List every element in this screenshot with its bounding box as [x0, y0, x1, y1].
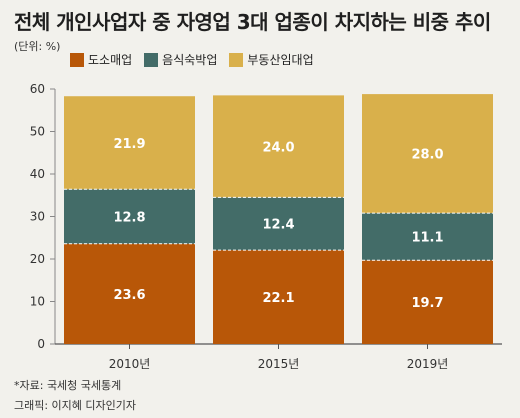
legend-label-realestate: 부동산임대업 — [247, 53, 314, 67]
legend-item-food: 음식숙박업 — [144, 51, 217, 68]
x-tick-label: 2010년 — [109, 357, 151, 371]
legend-swatch-realestate — [229, 52, 244, 67]
source-note: *자료: 국세청 국세통계 — [14, 379, 122, 392]
data-label: 23.6 — [113, 288, 145, 303]
bar-segment-retail — [64, 243, 195, 344]
legend-swatch-retail — [70, 52, 84, 67]
y-tick-label: 60 — [30, 82, 45, 96]
graphic-credit: 그래픽: 이지혜 디자인기자 — [14, 399, 137, 412]
legend-swatch-food — [144, 52, 159, 67]
y-tick-label: 50 — [30, 125, 45, 139]
x-tick-label: 2019년 — [407, 357, 449, 371]
y-tick-label: 0 — [37, 337, 45, 351]
y-tick-label: 10 — [30, 295, 45, 309]
y-tick-label: 40 — [30, 167, 45, 181]
legend-item-realestate: 부동산임대업 — [229, 51, 314, 68]
x-tick-label: 2015년 — [258, 357, 300, 371]
legend-item-retail: 도소매업 — [70, 51, 132, 68]
data-label: 24.0 — [262, 140, 294, 155]
data-label: 12.8 — [113, 211, 145, 226]
legend-label-retail: 도소매업 — [88, 53, 133, 67]
data-label: 11.1 — [411, 231, 443, 246]
bar-segment-retail — [213, 250, 344, 344]
data-label: 19.7 — [411, 296, 443, 311]
legend-label-food: 음식숙박업 — [162, 53, 218, 67]
data-label: 22.1 — [262, 291, 294, 306]
unit-label: (단위: %) — [14, 40, 61, 53]
data-label: 12.4 — [262, 218, 294, 233]
data-label: 28.0 — [411, 148, 443, 163]
bar-segment-realestate — [362, 94, 493, 214]
bar-segment-retail — [362, 260, 493, 344]
bar-segment-food — [64, 189, 195, 244]
y-tick-label: 20 — [30, 252, 45, 266]
bar-segment-food — [362, 213, 493, 261]
data-label: 21.9 — [113, 137, 145, 152]
legend: 도소매업 음식숙박업 부동산임대업 — [70, 51, 314, 68]
bar-segment-food — [213, 197, 344, 251]
bar-segment-realestate — [64, 96, 195, 190]
y-tick-label: 30 — [30, 210, 45, 224]
chart-title: 전체 개인사업자 중 자영업 3대 업종이 차지하는 비중 추이 — [14, 10, 491, 34]
bar-segment-realestate — [213, 95, 344, 198]
